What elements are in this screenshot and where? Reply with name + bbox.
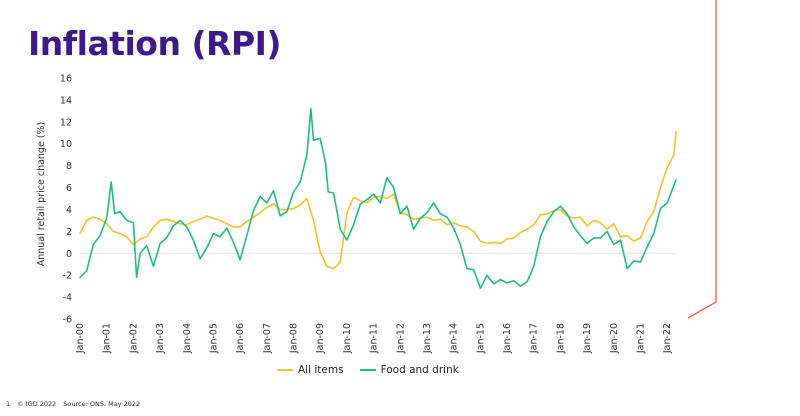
x-tick-label: Jan-01	[102, 323, 113, 354]
x-tick-label: Jan-02	[128, 323, 139, 354]
x-tick-label: Jan-21	[636, 323, 647, 354]
x-tick-label: Jan-07	[262, 323, 273, 354]
legend: All items Food and drink	[277, 364, 459, 376]
y-tick-label: 8	[66, 161, 72, 172]
legend-swatch-all-items	[277, 369, 293, 371]
x-tick-label: Jan-15	[475, 323, 486, 354]
legend-swatch-food-and-drink	[359, 369, 376, 371]
legend-label-food-and-drink: Food and drink	[380, 364, 459, 376]
x-tick-label: Jan-18	[555, 323, 566, 354]
x-tick-label: Jan-05	[208, 323, 219, 354]
series-line-all-items	[79, 130, 677, 270]
x-axis: Jan-00 Jan-01 Jan-02 Jan-03 Jan-04 Jan-05 Jan-…	[75, 323, 673, 354]
series-line-food-and-drink	[79, 107, 677, 290]
x-tick-label: Jan-20	[609, 323, 620, 354]
x-tick-label: Jan-04	[182, 323, 193, 354]
y-axis-label: Annual retail price change (%)	[36, 122, 47, 267]
accent-line	[687, 0, 717, 319]
page-number: 1	[6, 400, 11, 408]
x-tick-label: Jan-22	[662, 323, 673, 354]
x-tick-label: Jan-12	[395, 323, 406, 354]
y-tick-label: 10	[60, 139, 72, 150]
y-tick-label: 0	[66, 249, 72, 260]
x-tick-label: Jan-10	[342, 323, 353, 354]
footer: 1 © IGD 2022 Source: ONS, May 2022	[6, 400, 140, 408]
x-tick-label: Jan-19	[582, 323, 593, 354]
copyright-text: © IGD 2022	[17, 400, 57, 408]
series-layer	[79, 107, 677, 290]
y-tick-label: -4	[63, 293, 72, 304]
y-axis: -6 -4 -2 0 2 4 6 8 10 12 14 16	[60, 74, 72, 326]
x-tick-label: Jan-03	[155, 323, 166, 354]
y-tick-label: 12	[60, 117, 72, 128]
x-tick-label: Jan-17	[529, 323, 540, 354]
y-tick-label: 16	[60, 74, 72, 85]
y-tick-label: 2	[66, 227, 72, 238]
y-tick-label: 14	[60, 95, 72, 106]
y-tick-label: 4	[66, 205, 72, 216]
x-tick-label: Jan-11	[369, 323, 380, 354]
y-tick-label: -6	[63, 315, 72, 326]
legend-item-food-and-drink: Food and drink	[359, 364, 459, 376]
x-tick-label: Jan-00	[75, 323, 86, 354]
legend-label-all-items: All items	[298, 364, 344, 376]
y-tick-label: 6	[66, 183, 72, 194]
x-tick-label: Jan-13	[422, 323, 433, 354]
x-tick-label: Jan-09	[315, 323, 326, 354]
source-text: Source: ONS, May 2022	[63, 400, 141, 408]
x-tick-label: Jan-14	[449, 323, 460, 354]
x-tick-label: Jan-16	[502, 323, 513, 354]
page-title: Inflation (RPI)	[28, 24, 282, 63]
y-tick-label: -2	[63, 271, 72, 282]
x-tick-label: Jan-06	[235, 323, 246, 354]
legend-item-all-items: All items	[277, 364, 344, 376]
x-tick-label: Jan-08	[289, 323, 300, 354]
